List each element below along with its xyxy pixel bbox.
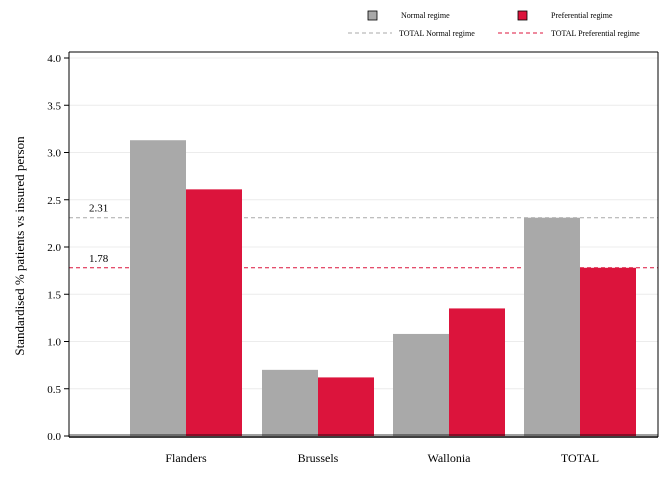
x-tick-label: Brussels [298, 451, 339, 465]
reference-line-label: 2.31 [89, 203, 108, 215]
bar-total-normal-regime [524, 217, 580, 436]
legend-entry: TOTAL Preferential regime [551, 29, 640, 38]
axes [68, 51, 659, 438]
y-tick-label: 3.5 [47, 100, 61, 112]
x-tick-label: TOTAL [561, 451, 599, 465]
legend: Normal regime Preferential regime TOTAL No… [348, 10, 640, 38]
y-tick-label: 4.0 [47, 53, 61, 65]
bar-total-preferential-regime [580, 267, 636, 436]
legend-entry: Normal regime [401, 11, 450, 20]
bar-flanders-normal-regime [130, 140, 186, 436]
y-tick-label: 2.0 [47, 242, 61, 254]
reference-line-label: 1.78 [89, 253, 109, 265]
y-tick-label: 2.5 [47, 195, 61, 207]
bar-wallonia-preferential-regime [449, 308, 505, 436]
legend-swatch-0 [367, 10, 378, 21]
y-tick-label: 3.0 [47, 148, 61, 160]
bar-brussels-preferential-regime [318, 377, 374, 436]
x-tick-label: Wallonia [427, 451, 471, 465]
y-axis-ticks: 0.0 0.5 1.0 1.5 2.0 2.5 3.0 3.5 4.0 [47, 53, 69, 443]
y-axis-label: Standardised % patients vs insured perso… [12, 136, 27, 356]
x-tick-label: Flanders [165, 451, 207, 465]
bar-wallonia-normal-regime [393, 333, 449, 436]
legend-entry: TOTAL Normal regime [399, 29, 475, 38]
bars [130, 140, 636, 436]
y-tick-label: 1.0 [47, 337, 61, 349]
legend-entry: Preferential regime [551, 11, 613, 20]
y-tick-label: 0.0 [47, 431, 61, 443]
bar-brussels-normal-regime [262, 369, 318, 436]
y-tick-label: 1.5 [47, 289, 61, 301]
bar-flanders-preferential-regime [186, 189, 242, 436]
legend-swatch-1 [517, 10, 528, 21]
x-axis-labels: Flanders Brussels Wallonia TOTAL [165, 451, 599, 465]
y-tick-label: 0.5 [47, 384, 61, 396]
